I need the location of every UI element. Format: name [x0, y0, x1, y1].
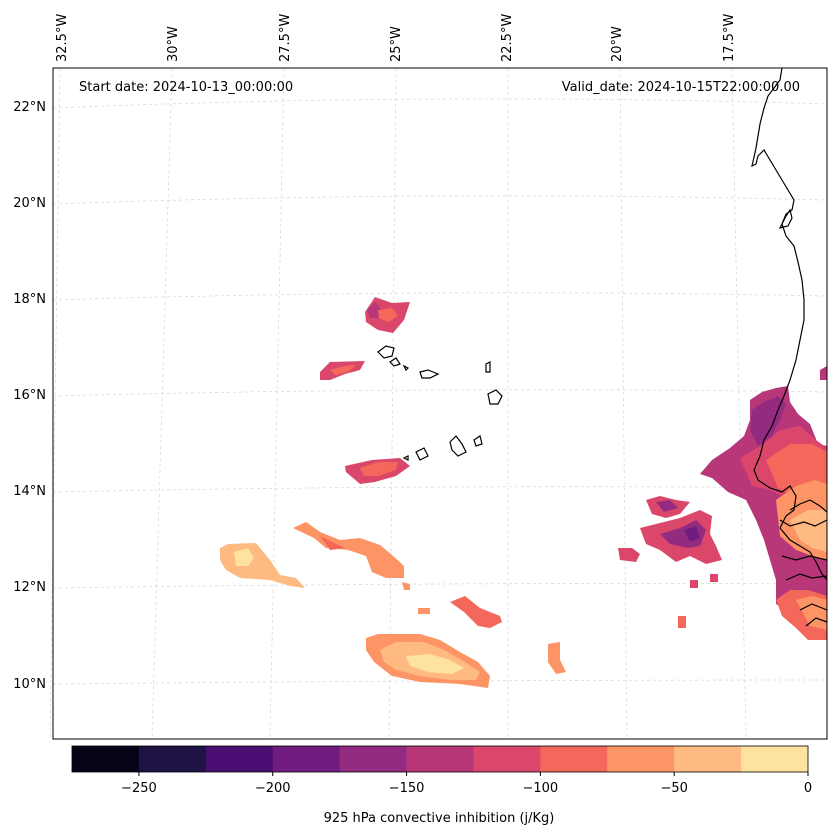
colorbar: −250 −200 −150 −100 −50 0 925 hPa convective …	[71, 745, 812, 826]
colorbar-ticks: −250 −200 −150 −100 −50 0	[121, 772, 812, 796]
lon-label: 27.5°W	[278, 14, 293, 62]
lat-label: 12°N	[13, 580, 46, 595]
cin-blob	[450, 596, 502, 628]
lat-labels: 22°N 20°N 18°N 16°N 14°N 12°N 10°N	[13, 100, 46, 692]
lat-label: 20°N	[13, 196, 46, 211]
map-frame	[53, 68, 827, 739]
colorbar-tick-label: 0	[804, 781, 812, 796]
cin-blob	[820, 366, 827, 380]
cin-blob	[418, 608, 430, 614]
cin-blob	[378, 308, 398, 322]
cin-blob	[548, 642, 566, 674]
lon-label: 20°W	[610, 26, 625, 62]
colorbar-cell	[607, 746, 675, 772]
lon-label: 32.5°W	[55, 14, 70, 62]
map-border	[52, 67, 828, 740]
colorbar-cell	[339, 746, 408, 772]
colorbar-tick-label: −100	[523, 781, 559, 796]
lon-labels: 32.5°W 30°W 27.5°W 25°W 22.5°W 20°W 17.5…	[55, 14, 737, 62]
cin-blob	[320, 536, 346, 550]
cin-blob	[690, 580, 698, 588]
colorbar-tick-label: −50	[660, 781, 687, 796]
colorbar-cell	[674, 746, 742, 772]
lon-label: 17.5°W	[722, 14, 737, 62]
lat-label: 14°N	[13, 484, 46, 499]
cin-blob	[678, 616, 686, 628]
colorbar-cell	[272, 746, 341, 772]
colorbar-border	[71, 745, 809, 773]
lon-label: 25°W	[389, 26, 404, 62]
cin-blob	[360, 462, 398, 476]
cin-blob	[656, 500, 678, 512]
lon-label: 22.5°W	[500, 14, 515, 62]
colorbar-cell	[72, 746, 140, 772]
colorbar-tick-label: −150	[389, 781, 425, 796]
colorbar-cell	[406, 746, 474, 772]
lat-label: 16°N	[13, 388, 46, 403]
colorbar-cell	[138, 746, 207, 772]
lon-label: 30°W	[166, 26, 181, 62]
cin-contours	[220, 297, 827, 688]
lat-label: 10°N	[13, 677, 46, 692]
cin-blob	[618, 548, 640, 562]
colorbar-cell	[540, 746, 608, 772]
cin-blob	[402, 582, 410, 590]
lat-label: 18°N	[13, 292, 46, 307]
colorbar-cell	[741, 746, 809, 772]
colorbar-label: 925 hPa convective inhibition (j/Kg)	[324, 811, 555, 826]
valid-date: Valid_date: 2024-10-15T22:00:00.00	[562, 80, 800, 95]
colorbar-cells	[72, 746, 809, 772]
cin-blob	[406, 654, 464, 674]
cin-blob	[796, 596, 827, 630]
coastlines	[377, 67, 828, 627]
cin-blob	[750, 396, 786, 446]
colorbar-tick-label: −250	[121, 781, 157, 796]
colorbar-tick-label: −200	[255, 781, 291, 796]
cin-blob	[790, 510, 827, 552]
lat-label: 22°N	[13, 100, 46, 115]
gridlines	[49, 67, 828, 740]
cin-blob	[330, 365, 356, 375]
colorbar-cell	[473, 746, 541, 772]
cin-blob	[684, 526, 700, 542]
cin-blob	[293, 522, 404, 578]
cin-blob	[367, 302, 382, 318]
start-date: Start date: 2024-10-13_00:00:00	[79, 80, 293, 95]
colorbar-cell	[205, 746, 274, 772]
cin-blob	[710, 574, 718, 582]
cin-blob	[234, 548, 254, 566]
